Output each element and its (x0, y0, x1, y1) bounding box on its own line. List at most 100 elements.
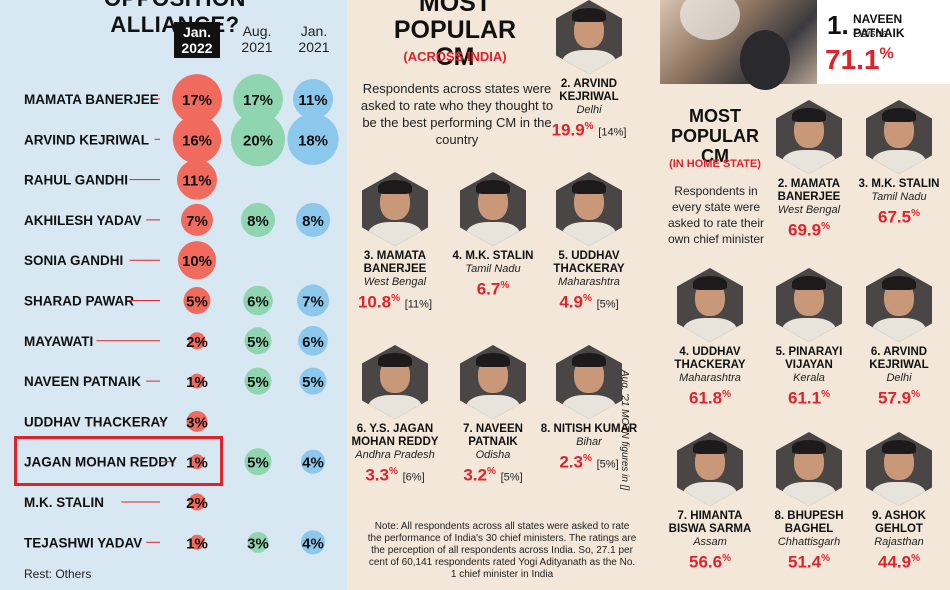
bubble-aug-2021 (231, 112, 285, 167)
cm-previous-rating: [14%] (598, 126, 627, 139)
cm-card: 2. MAMATA BANERJEE West Bengal 69.9% (757, 100, 861, 241)
rest-note: Rest: Others (24, 567, 92, 581)
right-title: MOST POPULAR CM (670, 106, 759, 166)
cm-rating: 67.5% (878, 207, 920, 227)
cm-state: Delhi (576, 104, 602, 116)
bubble-value-label: 17% (243, 92, 273, 109)
bubble-jan-2022 (189, 454, 205, 470)
cm-card: 9. ASHOK GEHLOT Rajasthan 44.9% (847, 432, 950, 573)
cm-previous-rating: [5%] (596, 458, 619, 471)
cm-name: 2. MAMATA BANERJEE (777, 178, 841, 203)
opposition-alliance-panel: OPPOSITION ALLIANCE? Jan. 2022 Aug. 2021… (0, 0, 347, 590)
bubble-value-label: 3% (186, 414, 208, 431)
bubble-jan-2022 (172, 115, 222, 164)
bubble-chart: MAMATA BANERJEE 17% 17% 11% ARVIND KEJRIWAL 1… (24, 74, 339, 555)
bubble-value-label: 11% (298, 92, 327, 109)
row-label: ARVIND KEJRIWAL (24, 132, 149, 147)
most-popular-cm-home-state-panel: 1. NAVEEN PATNAIK Odisha 71.1% MOST POPU… (660, 0, 950, 590)
bubble-jan-2021 (298, 326, 328, 356)
right-subtitle: (IN HOME STATE) (669, 158, 761, 170)
cm-portrait (866, 100, 932, 174)
cm-name: 9. ASHOK GEHLOT (872, 510, 926, 535)
cm-name: 2. ARVIND KEJRIWAL (559, 78, 619, 103)
cm-state: Assam (693, 536, 727, 548)
cm-rating: 69.9% (788, 220, 830, 240)
bubble-aug-2021 (244, 367, 272, 395)
bubble-value-label: 5% (247, 455, 269, 472)
cm-portrait (556, 0, 622, 74)
cm-name: 3. MAMATA BANERJEE (363, 250, 427, 275)
cm-state: Tamil Nadu (871, 191, 927, 203)
cm-rating: 51.4% (788, 552, 830, 572)
cm-name: 5. UDDHAV THACKERAY (553, 250, 625, 275)
cm-name: 6. ARVIND KEJRIWAL (869, 346, 929, 371)
bubble-value-label: 18% (298, 132, 328, 149)
cm-portrait (362, 172, 428, 246)
cm-portrait (776, 432, 842, 506)
top-cm-name: NAVEEN PATNAIK (853, 12, 905, 40)
cm-portrait (866, 268, 932, 342)
bubble-jan-2021 (299, 367, 327, 395)
cm-name: 4. UDDHAV THACKERAY (674, 346, 746, 371)
bubble-jan-2022 (181, 203, 213, 236)
row-label: AKHILESH YADAV (24, 213, 142, 228)
row-label: TEJASHWI YADAV (24, 535, 142, 550)
bubble-value-label: 8% (302, 213, 324, 230)
mid-subtitle: (ACROSS INDIA) (403, 49, 507, 64)
bubble-value-label: 4% (302, 535, 324, 552)
cm-portrait (556, 345, 622, 419)
bubble-value-label: 2% (186, 334, 208, 351)
bubble-value-label: 5% (247, 334, 269, 351)
mid-note: Note: All respondents across all states … (367, 521, 637, 580)
bubble-jan-2022 (176, 159, 218, 200)
row-label: M.K. STALIN (24, 495, 104, 510)
right-description: Respondents in every state were asked to… (667, 184, 765, 246)
row-label: NAVEEN PATNAIK (24, 374, 141, 389)
cm-card: 8. NITISH KUMAR Bihar 2.3% [5%] (537, 345, 641, 475)
cm-rating: 56.6% (689, 552, 731, 572)
cm-state: Chhattisgarh (777, 536, 841, 548)
row-label: MAYAWATI (24, 334, 93, 349)
cm-card: 6. Y.S. JAGAN MOHAN REDDY Andhra Pradesh 3… (347, 345, 447, 488)
mid-description: Respondents across states were asked to … (360, 81, 554, 147)
cm-name: 8. BHUPESH BAGHEL (774, 510, 844, 535)
row-label: SHARAD PAWAR (24, 294, 134, 309)
bubble-aug-2021 (233, 74, 283, 124)
cm-state: Bihar (576, 436, 602, 448)
bubble-value-label: 1% (186, 374, 208, 391)
bubble-aug-2021 (243, 285, 273, 316)
cm-state: Rajasthan (874, 536, 924, 548)
bubble-aug-2021 (247, 531, 269, 553)
bubble-aug-2021 (244, 327, 272, 355)
cm-name: 6. Y.S. JAGAN MOHAN REDDY (351, 423, 439, 448)
cm-portrait (677, 432, 743, 506)
bubble-value-label: 6% (302, 334, 324, 351)
bubble-jan-2022 (188, 493, 206, 511)
bubble-jan-2022 (177, 241, 217, 280)
cm-previous-rating: [6%] (402, 471, 425, 484)
cm-previous-rating: [11%] (404, 298, 433, 311)
bubble-value-label: 20% (243, 132, 273, 149)
bubble-aug-2021 (240, 202, 276, 237)
cm-rating: 6.7% (476, 279, 510, 299)
bubble-jan-2022 (189, 534, 205, 550)
bubble-value-label: 1% (186, 455, 208, 472)
cm-rating: 19.9% [14%] (551, 120, 627, 140)
cm-name: 4. M.K. STALIN (452, 250, 534, 262)
cm-rating: 3.2% [5%] (463, 465, 523, 485)
cm-rating: 44.9% (878, 552, 920, 572)
cm-card: 5. PINARAYI VIJAYAN Kerala 61.1% (757, 268, 861, 409)
row-label: SONIA GANDHI (24, 253, 123, 268)
bubble-value-label: 5% (186, 294, 208, 311)
bubble-value-label: 1% (186, 535, 208, 552)
mid-title: MOST POPULAR CM (393, 0, 517, 71)
bubble-value-label: 7% (302, 294, 324, 311)
cm-state: Maharashtra (558, 276, 620, 288)
cm-rating: 10.8% [11%] (357, 292, 433, 312)
top-cm-card: 1. NAVEEN PATNAIK Odisha 71.1% (817, 0, 950, 84)
bubble-value-label: 5% (247, 374, 269, 391)
bubble-value-label: 2% (186, 495, 208, 512)
cm-name: 3. M.K. STALIN (858, 178, 940, 190)
cm-card: 5. UDDHAV THACKERAY Maharashtra 4.9% [5%] (537, 172, 641, 315)
bubble-value-label: 11% (182, 173, 211, 190)
